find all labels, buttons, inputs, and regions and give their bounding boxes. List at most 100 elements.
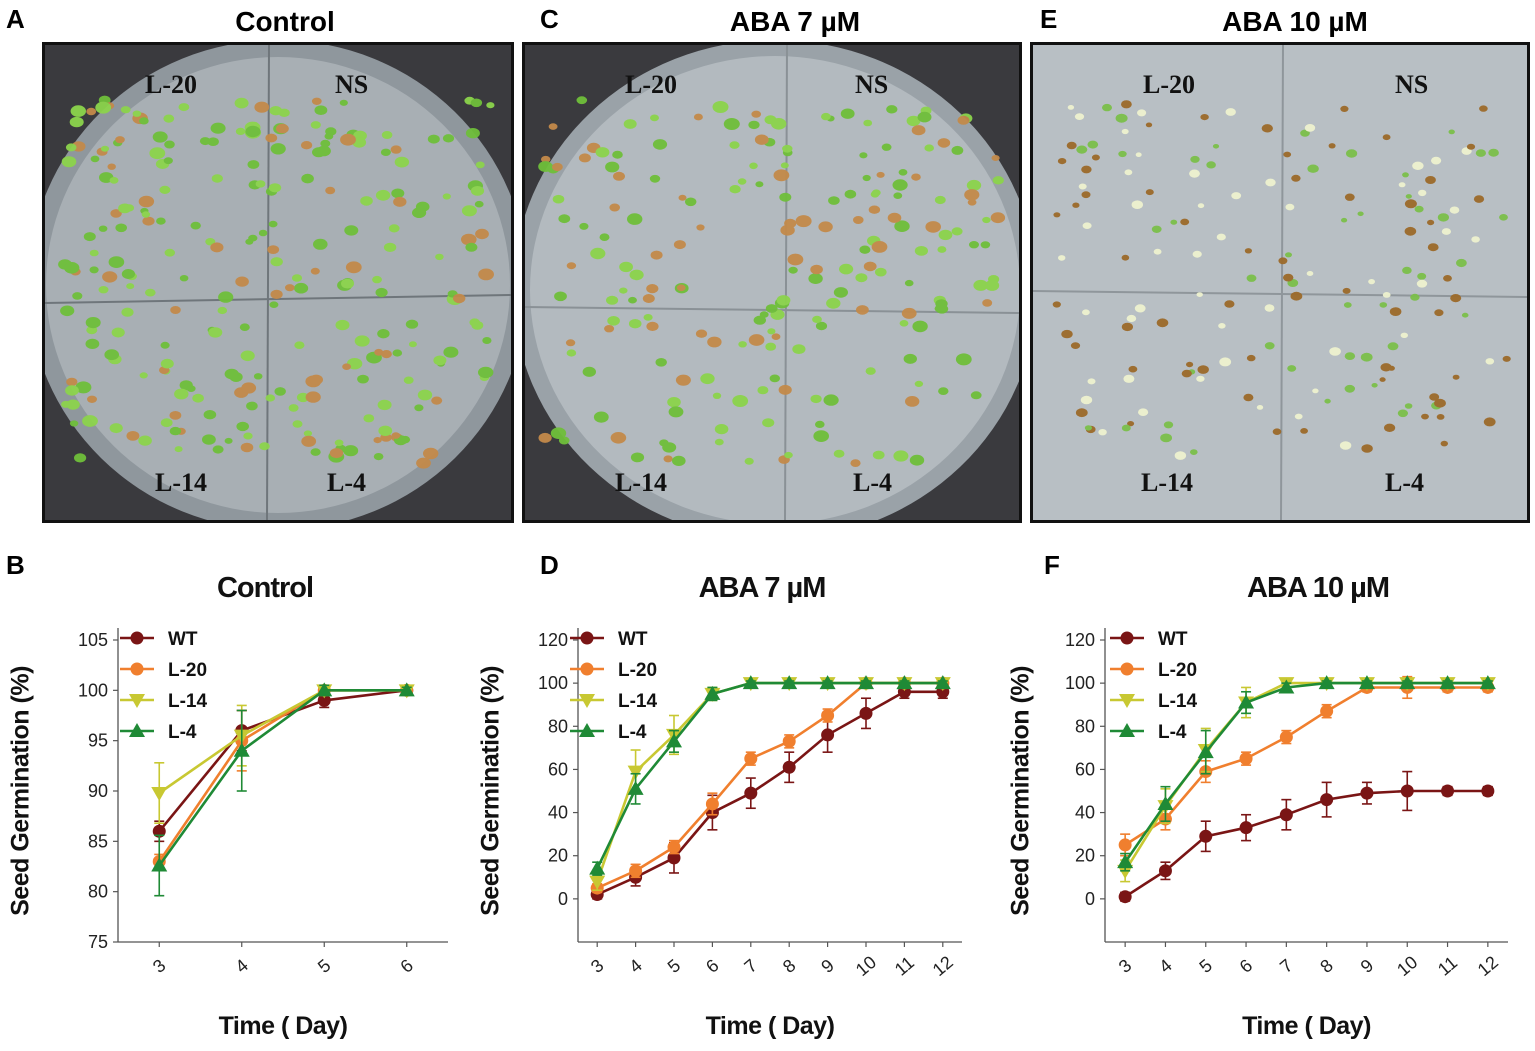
seedling: [391, 432, 401, 439]
seedling: [354, 335, 370, 347]
seedling: [985, 280, 1000, 291]
chart-control-svg: Control 75 80 85 90 95 100 105 3 4 5 6 Seed Germinat…: [7, 572, 448, 1040]
seedling: [74, 453, 87, 463]
chart-aba7-svg: ABA 7 µM 0 20 40 60 80 100 120 3 4 5 6 7 8 9 10 11 12 Seed…: [477, 572, 962, 1040]
seedling: [164, 140, 175, 149]
seedling: [224, 368, 239, 380]
seedling: [1434, 309, 1444, 317]
seedling: [109, 423, 123, 434]
seedling: [610, 432, 627, 444]
seedling: [1087, 140, 1099, 149]
seedling: [1098, 429, 1107, 436]
data-point: [1157, 795, 1174, 810]
seedling: [314, 105, 328, 115]
seedling: [1300, 129, 1310, 137]
seedling: [1329, 347, 1341, 356]
data-point: [1439, 675, 1456, 690]
seedling: [893, 192, 903, 199]
panel-letter-d: D: [540, 550, 559, 580]
seedling: [1127, 421, 1135, 427]
seedling: [375, 189, 391, 201]
seedling: [1440, 440, 1448, 447]
seedling: [75, 381, 92, 394]
seedling: [815, 420, 825, 428]
seedling: [1067, 105, 1075, 110]
seedling: [732, 395, 749, 407]
seedling: [875, 267, 887, 277]
seedling: [179, 275, 189, 282]
seedling: [342, 363, 351, 371]
seedling: [482, 337, 492, 344]
seedling: [65, 385, 79, 396]
x-tick-label: 4: [231, 955, 252, 977]
seedling: [672, 455, 686, 466]
seedling: [914, 246, 928, 256]
seedling: [593, 411, 609, 423]
seedling: [782, 144, 793, 153]
seedling: [100, 145, 110, 152]
seedling: [723, 118, 740, 130]
seedling: [313, 238, 328, 250]
seedling: [1137, 109, 1147, 117]
seedling: [470, 98, 483, 108]
seedling: [856, 305, 869, 315]
legend-label: L-14: [618, 691, 658, 712]
seedling: [303, 430, 312, 437]
seedling: [1437, 213, 1449, 222]
seedling: [470, 186, 485, 196]
seedling: [1134, 304, 1146, 313]
seedling: [650, 114, 659, 122]
seedling: [1479, 105, 1488, 112]
x-tick-label: 9: [817, 955, 838, 977]
data-point: [1120, 662, 1134, 676]
seedling: [707, 336, 722, 348]
seedling: [240, 350, 255, 362]
seedling: [1285, 203, 1295, 211]
data-point: [821, 728, 835, 742]
seedling: [1174, 451, 1187, 460]
seedling: [700, 373, 715, 385]
seedling: [912, 320, 928, 333]
seedling: [613, 171, 625, 181]
seedling: [86, 107, 97, 116]
seedling: [1471, 236, 1480, 243]
seedling: [138, 195, 155, 208]
seedling: [925, 221, 941, 233]
seedling: [696, 224, 705, 231]
data-point: [859, 706, 873, 720]
data-point: [589, 875, 606, 890]
seedling: [812, 315, 822, 323]
seedling: [139, 372, 148, 379]
seedling: [1264, 342, 1275, 350]
seedling: [163, 114, 175, 123]
seedling: [310, 267, 320, 275]
x-tick-label: 7: [1276, 955, 1297, 977]
seedling: [1283, 151, 1292, 158]
seedling: [377, 329, 390, 339]
photo-title-aba7: ABA 7 µM: [729, 6, 861, 37]
seedling: [72, 292, 83, 300]
seedling: [145, 288, 156, 297]
seedling: [1138, 408, 1149, 417]
seedling: [1131, 200, 1143, 209]
seedling: [95, 101, 112, 114]
seedling: [253, 373, 263, 380]
seedling: [210, 242, 224, 253]
seedling: [1306, 271, 1314, 276]
seedling: [1341, 217, 1348, 223]
seedling: [599, 233, 610, 241]
seedling: [850, 459, 861, 467]
seedling: [855, 273, 868, 283]
series-line: [1124, 681, 1488, 863]
seedling: [1427, 243, 1439, 252]
seedling: [1452, 374, 1460, 380]
seedling: [582, 366, 596, 377]
panel-letter-f: F: [1044, 550, 1060, 580]
seedling: [982, 216, 991, 224]
seedling: [1192, 250, 1202, 258]
seedling: [892, 179, 908, 191]
seedling: [270, 257, 283, 267]
data-point: [317, 693, 331, 707]
seedling: [121, 269, 135, 279]
seedling: [749, 162, 758, 170]
